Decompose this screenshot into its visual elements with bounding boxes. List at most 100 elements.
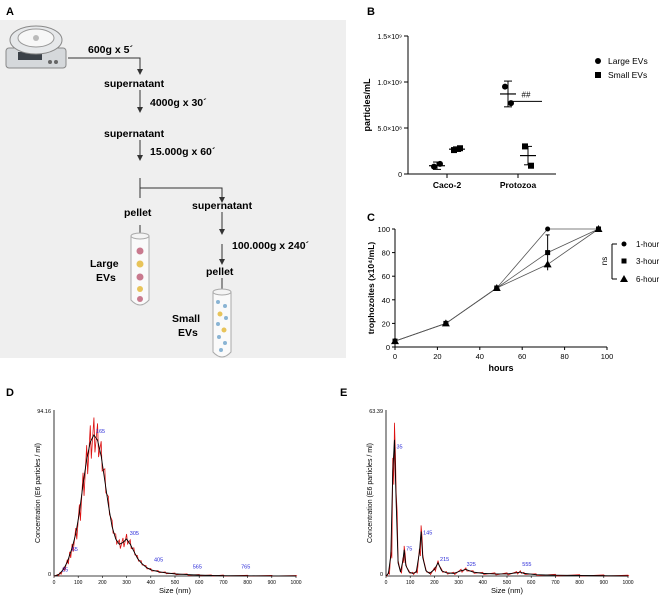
x-tick-label: 0 <box>53 580 56 586</box>
x-tick-label: 500 <box>503 580 512 586</box>
x-tick-label: 80 <box>560 352 568 361</box>
y-tick-label: 60 <box>382 272 390 281</box>
data-point <box>441 319 450 327</box>
y-max-label: 63.39 <box>369 409 383 415</box>
y-axis-label: trophozoites (x10⁴/mL) <box>366 242 376 335</box>
x-tick-label: 200 <box>430 580 439 586</box>
y-tick-label: 40 <box>382 296 390 305</box>
peak-label: 765 <box>241 565 250 571</box>
peak-label: 405 <box>154 558 163 564</box>
category-label: Protozoa <box>500 180 537 190</box>
chart-e: 63.39 00 100 200 300 400 500 600 700 800 900 1000 Si… <box>367 409 634 595</box>
y-axis-label: Concentration (E6 particles / ml) <box>367 443 374 543</box>
flow-diagram-background <box>0 20 346 358</box>
x-tick-label: 300 <box>122 580 131 586</box>
flow-step-15000g: 15.000g x 60´ <box>150 146 216 158</box>
panel-letter-a: A <box>6 6 14 18</box>
flow-pellet-1: pellet <box>124 207 152 219</box>
flow-step-100000g: 100.000g x 240´ <box>232 240 310 252</box>
x-tick-label: 700 <box>219 580 228 586</box>
flow-diagram-lines <box>5 25 232 358</box>
significance-label: ## <box>522 90 531 99</box>
legend-large-label: Large EVs <box>608 56 648 66</box>
peak-label: 325 <box>467 562 476 568</box>
x-tick-label: 200 <box>98 580 107 586</box>
y-tick-label: 20 <box>382 319 390 328</box>
x-tick-label: 800 <box>243 580 252 586</box>
y-tick-label: 0 <box>398 172 402 179</box>
x-tick-label: 600 <box>195 580 204 586</box>
x-tick-label: 20 <box>433 352 441 361</box>
x-axis-label: hours <box>488 363 513 373</box>
peak-label: 35 <box>396 444 402 450</box>
data-point <box>457 145 463 152</box>
y-zero-label: 0 <box>48 572 51 578</box>
data-point <box>543 260 552 268</box>
flow-large-evs-line1: Large <box>90 258 119 270</box>
peak-label: 215 <box>440 557 449 563</box>
x-tick-label: 0 <box>393 352 397 361</box>
x-tick-label: 100 <box>74 580 83 586</box>
data-point <box>545 250 551 256</box>
data-point <box>437 160 443 167</box>
y-tick-label: 0 <box>386 343 390 352</box>
y-axis-label: Concentration (E6 particles / ml) <box>35 443 42 543</box>
size-distribution-curve <box>53 434 297 577</box>
size-distribution-curve <box>385 439 629 577</box>
y-max-label: 94.16 <box>37 409 51 415</box>
y-tick-label: 100 <box>377 225 390 234</box>
x-tick-label: 1000 <box>622 580 633 586</box>
chart-d: 94.16 00 100 200 300 400 500 600 700 800 900 1000 Si… <box>35 409 302 595</box>
flow-supernatant-1: supernatant <box>104 78 165 90</box>
data-point <box>492 284 501 291</box>
peak-label: 305 <box>130 531 139 537</box>
x-tick-label: 40 <box>476 352 484 361</box>
x-tick-label: 700 <box>551 580 560 586</box>
panel-letter-e: E <box>340 387 348 399</box>
y-axis-label: particles/mL <box>362 78 372 132</box>
x-axis-label: Size (nm) <box>159 586 192 595</box>
peak-label: 165 <box>96 429 105 435</box>
x-tick-label: 800 <box>575 580 584 586</box>
flow-pellet-2: pellet <box>206 266 234 278</box>
y-tick-label: 80 <box>382 249 390 258</box>
legend-3h-label: 3-hour <box>636 257 659 266</box>
data-point <box>545 226 551 232</box>
peak-label: 555 <box>522 562 531 568</box>
x-tick-label: 0 <box>385 580 388 586</box>
x-tick-label: 100 <box>406 580 415 586</box>
x-tick-label: 100 <box>601 352 614 361</box>
flow-step-4000g: 4000g x 30´ <box>150 97 207 109</box>
flow-large-evs-line2: EVs <box>96 272 116 284</box>
x-tick-label: 900 <box>268 580 277 586</box>
category-label: Caco-2 <box>433 180 462 190</box>
panel-letter-c: C <box>367 212 375 224</box>
ns-label: ns <box>600 257 609 265</box>
y-tick-label: 1.5×10⁹ <box>377 34 402 41</box>
tube-large-evs-icon <box>130 232 150 306</box>
data-point <box>502 83 508 90</box>
y-tick-label: 5.0×10⁸ <box>377 126 402 133</box>
data-point <box>451 147 457 154</box>
x-tick-label: 300 <box>454 580 463 586</box>
x-axis-label: Size (nm) <box>491 586 524 595</box>
x-tick-label: 1000 <box>290 580 301 586</box>
data-point <box>431 163 437 170</box>
panel-letter-d: D <box>6 387 14 399</box>
x-tick-label: 400 <box>147 580 156 586</box>
legend-small-label: Small EVs <box>608 70 647 80</box>
y-zero-label: 0 <box>380 572 383 578</box>
legend-small-marker <box>595 72 601 78</box>
peak-label: 65 <box>72 547 78 553</box>
x-tick-label: 60 <box>518 352 526 361</box>
flow-small-evs-line2: EVs <box>178 327 198 339</box>
flow-step-600g: 600g x 5´ <box>88 44 133 56</box>
panel-letter-b: B <box>367 6 375 18</box>
flow-supernatant-3: supernatant <box>192 200 253 212</box>
x-tick-label: 900 <box>600 580 609 586</box>
data-point <box>528 162 534 169</box>
legend-1h-label: 1-hour <box>636 240 659 249</box>
peak-label: 75 <box>406 546 412 552</box>
legend-6h-label: 6-hour <box>636 275 659 284</box>
tube-small-evs-icon <box>212 288 232 358</box>
